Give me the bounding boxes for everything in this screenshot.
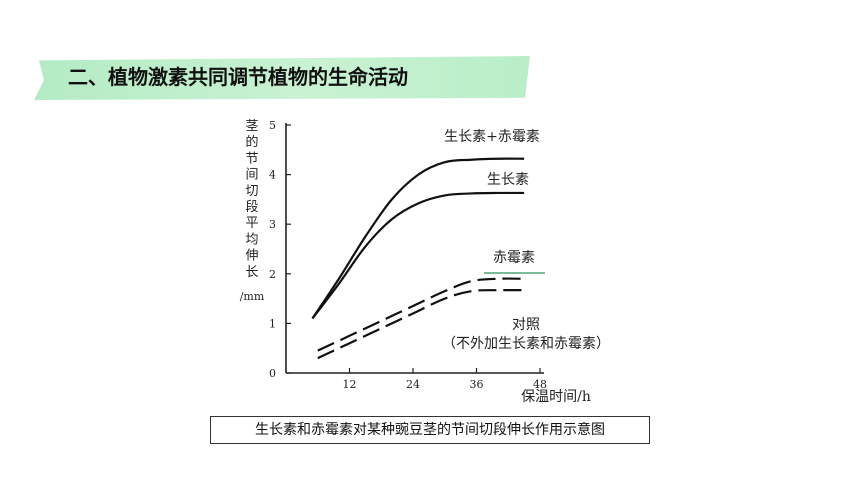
y-axis-unit: /mm: [240, 290, 265, 303]
figure-caption: 生长素和赤霉素对某种豌豆茎的节间切段伸长作用示意图: [210, 416, 650, 444]
y-axis-label-char: 切: [245, 184, 258, 199]
y-tick-label: 3: [269, 218, 276, 231]
y-axis-label-char: 段: [245, 200, 258, 215]
series-label-control: 对照: [512, 317, 540, 333]
y-axis-label-char: 间: [245, 168, 258, 183]
series-line-4: [317, 288, 525, 360]
y-axis-label-char: 伸: [245, 249, 258, 264]
y-axis-label-char: 茎: [245, 119, 258, 134]
series-line-1: [311, 157, 525, 320]
x-tick-label: 36: [470, 378, 484, 391]
series-line-3: [317, 277, 525, 352]
series-label-control-note: （不外加生长素和赤霉素）: [442, 336, 610, 352]
y-axis-label-char: 均: [245, 232, 258, 247]
slide-heading: 二、植物激素共同调节植物的生命活动: [68, 65, 408, 89]
x-tick-label: 12: [343, 378, 357, 391]
x-tick-label: 24: [406, 378, 420, 391]
y-tick-label: 4: [269, 169, 276, 182]
series-label-auxin: 生长素: [487, 172, 529, 188]
y-tick-label: 0: [269, 367, 276, 380]
y-tick-label: 1: [269, 317, 276, 330]
series-line-2: [311, 191, 525, 320]
y-tick-label: 5: [269, 119, 276, 132]
series-label-gibberellin: 赤霉素: [493, 250, 535, 266]
chart-series: [311, 157, 525, 360]
y-axis-label-char: 节: [245, 151, 258, 166]
y-axis-label-char: 的: [245, 134, 258, 150]
y-axis-label-char: 平: [245, 216, 258, 231]
x-tick-label: 48: [533, 378, 547, 391]
y-tick-label: 2: [269, 268, 276, 281]
x-axis-label: 保温时间/h: [521, 389, 591, 405]
series-label-auxin-gibberellin: 生长素+赤霉素: [444, 129, 540, 145]
title-banner: [34, 56, 530, 100]
y-axis-label-char: 长: [245, 265, 258, 280]
